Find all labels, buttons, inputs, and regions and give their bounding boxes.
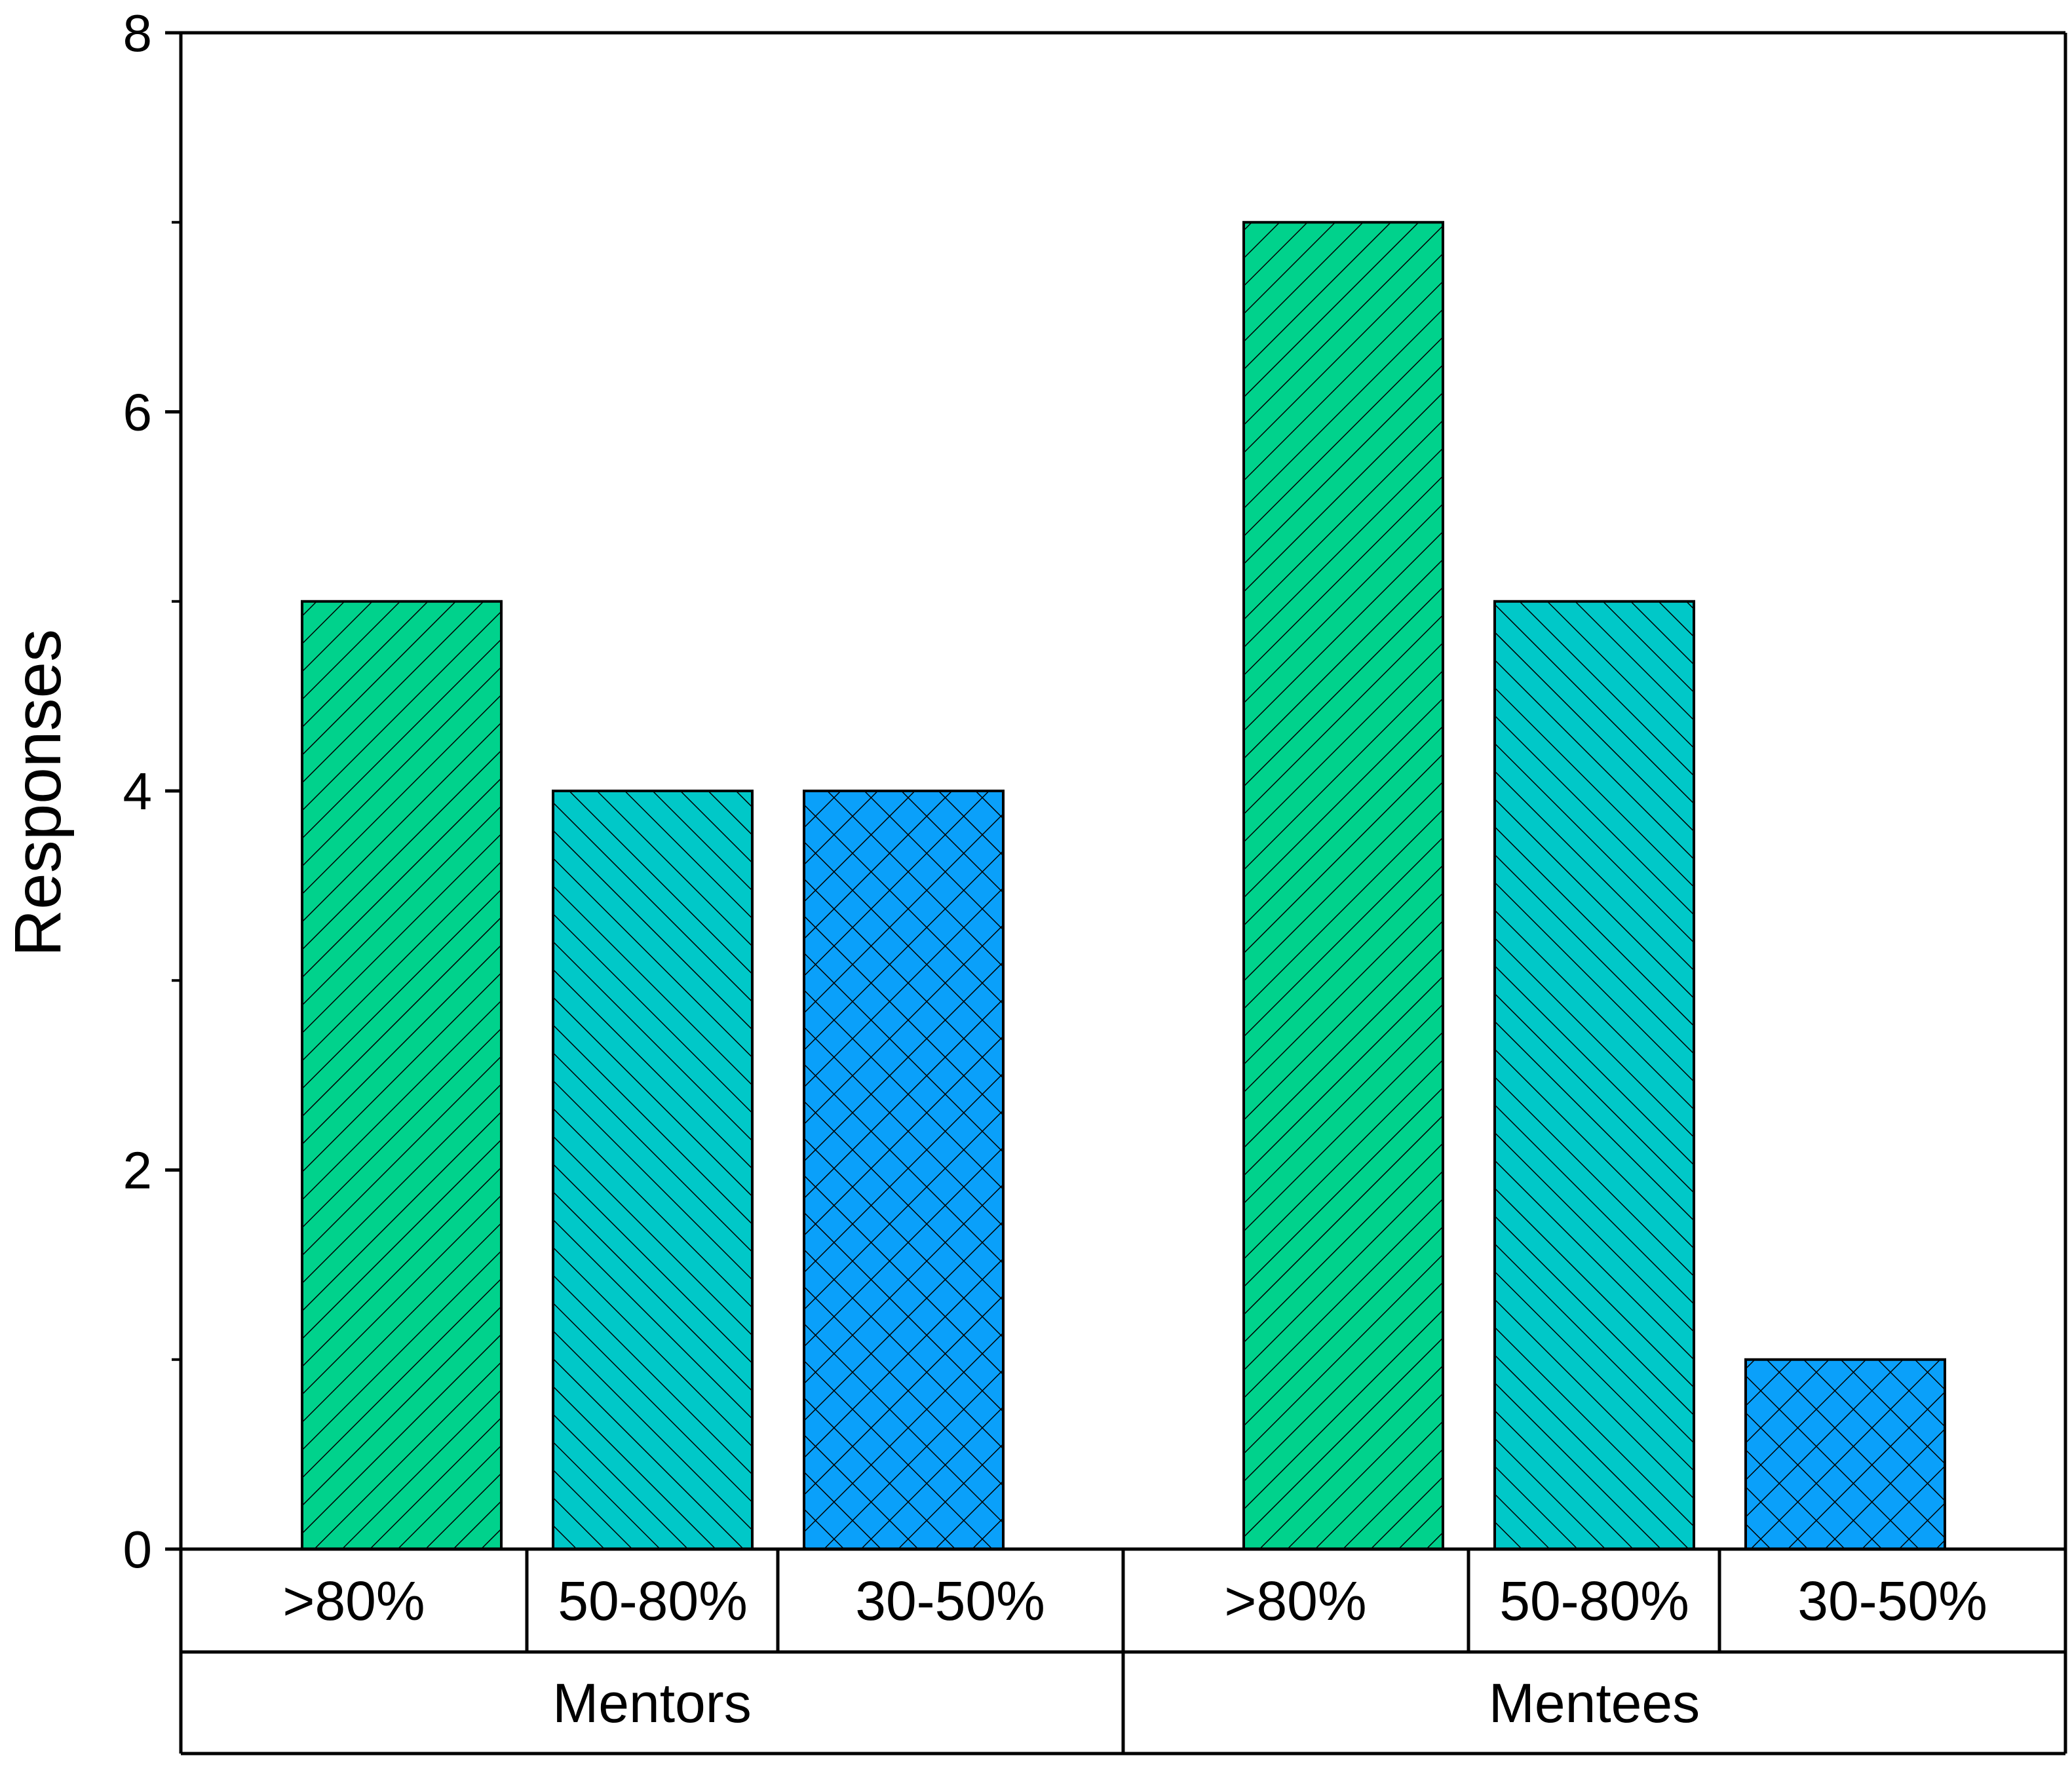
y-tick-label: 4	[123, 762, 153, 820]
y-tick-label: 2	[123, 1142, 153, 1200]
category-label: 50-80%	[1499, 1570, 1689, 1632]
bar-hatch-mentees-1	[1242, 221, 1444, 1550]
category-table: >80% 50-80% 30-50% >80% 50-80% 30-50% Mentors M…	[181, 1549, 2065, 1756]
category-label: >80%	[282, 1570, 425, 1632]
y-tick-label: 6	[123, 383, 153, 442]
y-axis-label: Responses	[1, 629, 75, 957]
bar-hatch-mentors-3	[803, 790, 1005, 1550]
category-label: >80%	[1224, 1570, 1366, 1632]
y-tick-label: 8	[123, 4, 153, 62]
group-label-mentors: Mentors	[552, 1672, 751, 1734]
y-tick-label: 0	[123, 1520, 153, 1579]
group-label-mentees: Mentees	[1489, 1672, 1700, 1734]
category-label: 30-50%	[855, 1570, 1045, 1632]
bars-layer	[301, 221, 1946, 1550]
category-label: 30-50%	[1797, 1570, 1987, 1632]
bar-hatch-mentees-3	[1744, 1358, 1946, 1550]
category-label: 50-80%	[558, 1570, 748, 1632]
y-ticks: 0 2 4 6 8	[123, 4, 181, 1579]
bar-hatch-mentees-2	[1493, 600, 1695, 1550]
bar-hatch-mentors-2	[552, 790, 754, 1550]
bar-hatch-mentors-1	[301, 600, 503, 1550]
